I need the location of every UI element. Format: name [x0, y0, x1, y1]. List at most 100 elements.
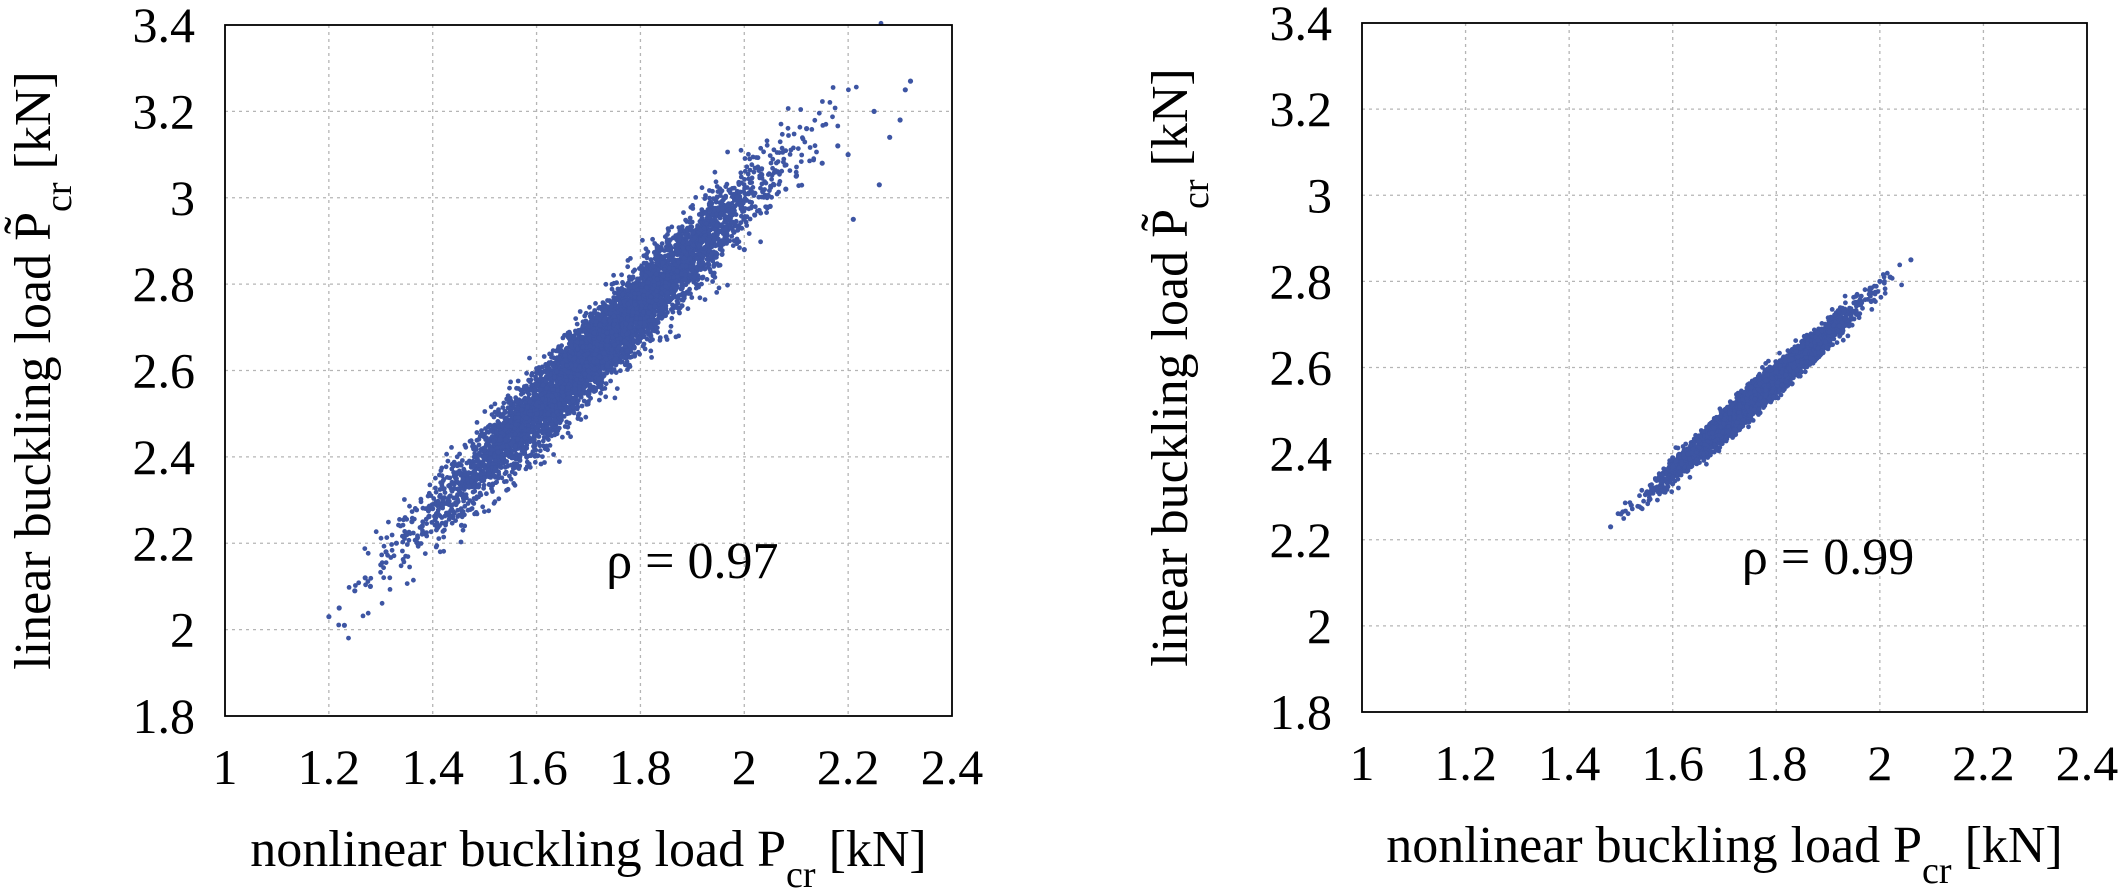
left-scatter-point	[524, 383, 529, 389]
left-scatter-point	[605, 298, 610, 303]
left-scatter-point	[727, 238, 733, 244]
left-scatter-point	[540, 382, 546, 388]
left-scatter-point	[717, 200, 723, 206]
left-scatter-point	[795, 146, 801, 152]
left-scatter-point	[719, 206, 725, 212]
left-scatter-point	[710, 279, 715, 284]
left-scatter-point	[649, 355, 654, 360]
left-scatter-point	[480, 504, 486, 510]
left-scatter-point	[406, 537, 412, 543]
left-scatter-point	[785, 106, 791, 111]
left-scatter-point	[496, 496, 502, 502]
left-scatter-point	[515, 378, 521, 384]
left-scatter-point	[414, 507, 420, 513]
left-scatter-point	[766, 172, 771, 178]
left-scatter-point	[798, 159, 804, 165]
left-scatter-point	[441, 534, 447, 540]
left-scatter-point	[608, 378, 613, 384]
left-scatter-point	[657, 337, 663, 343]
left-scatter-point	[527, 355, 532, 361]
left-scatter-point	[516, 466, 522, 471]
left-scatter-point	[713, 179, 719, 185]
left-scatter-point	[505, 393, 511, 399]
left-scatter-point	[442, 490, 448, 495]
left-scatter-point	[389, 547, 395, 553]
left-scatter-point	[796, 183, 802, 189]
left-scatter-point	[737, 189, 742, 195]
left-scatter-point	[560, 335, 566, 341]
left-scatter-point	[636, 349, 641, 355]
left-scatter-point	[712, 169, 718, 175]
left-scatter-point	[702, 297, 708, 302]
left-scatter-point	[814, 149, 819, 155]
left-scatter-point	[557, 459, 562, 464]
left-scatter-point	[758, 239, 763, 245]
left-scatter-point	[436, 536, 442, 541]
left-scatter-point	[420, 505, 426, 511]
left-scatter-point	[835, 123, 841, 129]
left-scatter-point	[597, 397, 602, 403]
left-scatter-point	[502, 471, 508, 477]
left-scatter-point	[679, 286, 685, 292]
left-scatter-point	[619, 285, 625, 291]
left-scatter-point	[472, 511, 477, 517]
left-scatter-point	[574, 321, 580, 327]
left-scatter-point	[771, 181, 776, 187]
left-scatter-point	[705, 260, 711, 266]
left-scatter-point	[525, 404, 530, 410]
left-scatter-point	[490, 489, 495, 494]
left-scatter-point	[774, 160, 779, 166]
left-scatter-point	[659, 241, 665, 247]
left-scatter-point	[640, 237, 645, 243]
left-scatter-point	[573, 316, 579, 321]
left-scatter-point	[752, 204, 758, 210]
left-scatter-point	[612, 290, 617, 296]
left-scatter-point	[699, 281, 704, 287]
left-scatter-point	[769, 176, 774, 182]
left-scatter-point	[746, 151, 751, 157]
left-scatter-point	[552, 432, 558, 438]
left-scatter-point	[635, 276, 640, 282]
left-scatter-panel: 1 1.2 1.4 1.6 1.8 2 2.2 2.41.822.22.42.62.833.2…	[4, 0, 984, 896]
left-scatter-point	[768, 160, 774, 166]
left-scatter-point	[507, 473, 512, 479]
left-scatter-point	[797, 124, 803, 130]
left-scatter-point	[603, 394, 609, 400]
left-scatter-point	[593, 301, 598, 306]
left-scatter-point	[609, 281, 615, 287]
left-scatter-point	[407, 503, 412, 509]
left-scatter-point	[353, 583, 358, 588]
left-scatter-point	[474, 420, 480, 425]
left-scatter-point	[732, 203, 738, 209]
left-scatter-point	[381, 575, 387, 581]
left-scatter-point	[577, 309, 583, 314]
left-scatter-point	[501, 400, 507, 406]
left-scatter-point	[614, 386, 620, 391]
left-scatter-point	[524, 370, 529, 376]
left-scatter-point	[603, 281, 609, 287]
left-scatter-point	[744, 164, 750, 170]
left-scatter-points	[326, 20, 914, 641]
left-scatter-point	[476, 436, 482, 442]
left-scatter-point	[812, 143, 818, 149]
left-scatter-point	[665, 226, 671, 232]
left-scatter-point	[400, 522, 406, 528]
left-scatter-point	[738, 220, 744, 226]
left-scatter-point	[820, 99, 825, 104]
left-scatter-point	[626, 280, 631, 286]
left-scatter-point	[389, 542, 394, 547]
left-scatter-point	[681, 210, 686, 216]
left-grid	[225, 25, 952, 716]
left-scatter-point	[777, 139, 783, 145]
left-scatter-point	[346, 635, 351, 641]
left-scatter-point	[532, 459, 538, 465]
left-scatter-point	[776, 181, 782, 187]
left-scatter-point	[798, 107, 804, 112]
left-scatter-point	[418, 499, 424, 505]
left-scatter-point	[750, 185, 756, 190]
left-scatter-point	[458, 539, 464, 545]
left-scatter-point	[725, 282, 730, 288]
left-scatter-point	[566, 329, 572, 335]
left-scatter-point	[381, 543, 387, 549]
left-scatter-point	[518, 391, 524, 397]
